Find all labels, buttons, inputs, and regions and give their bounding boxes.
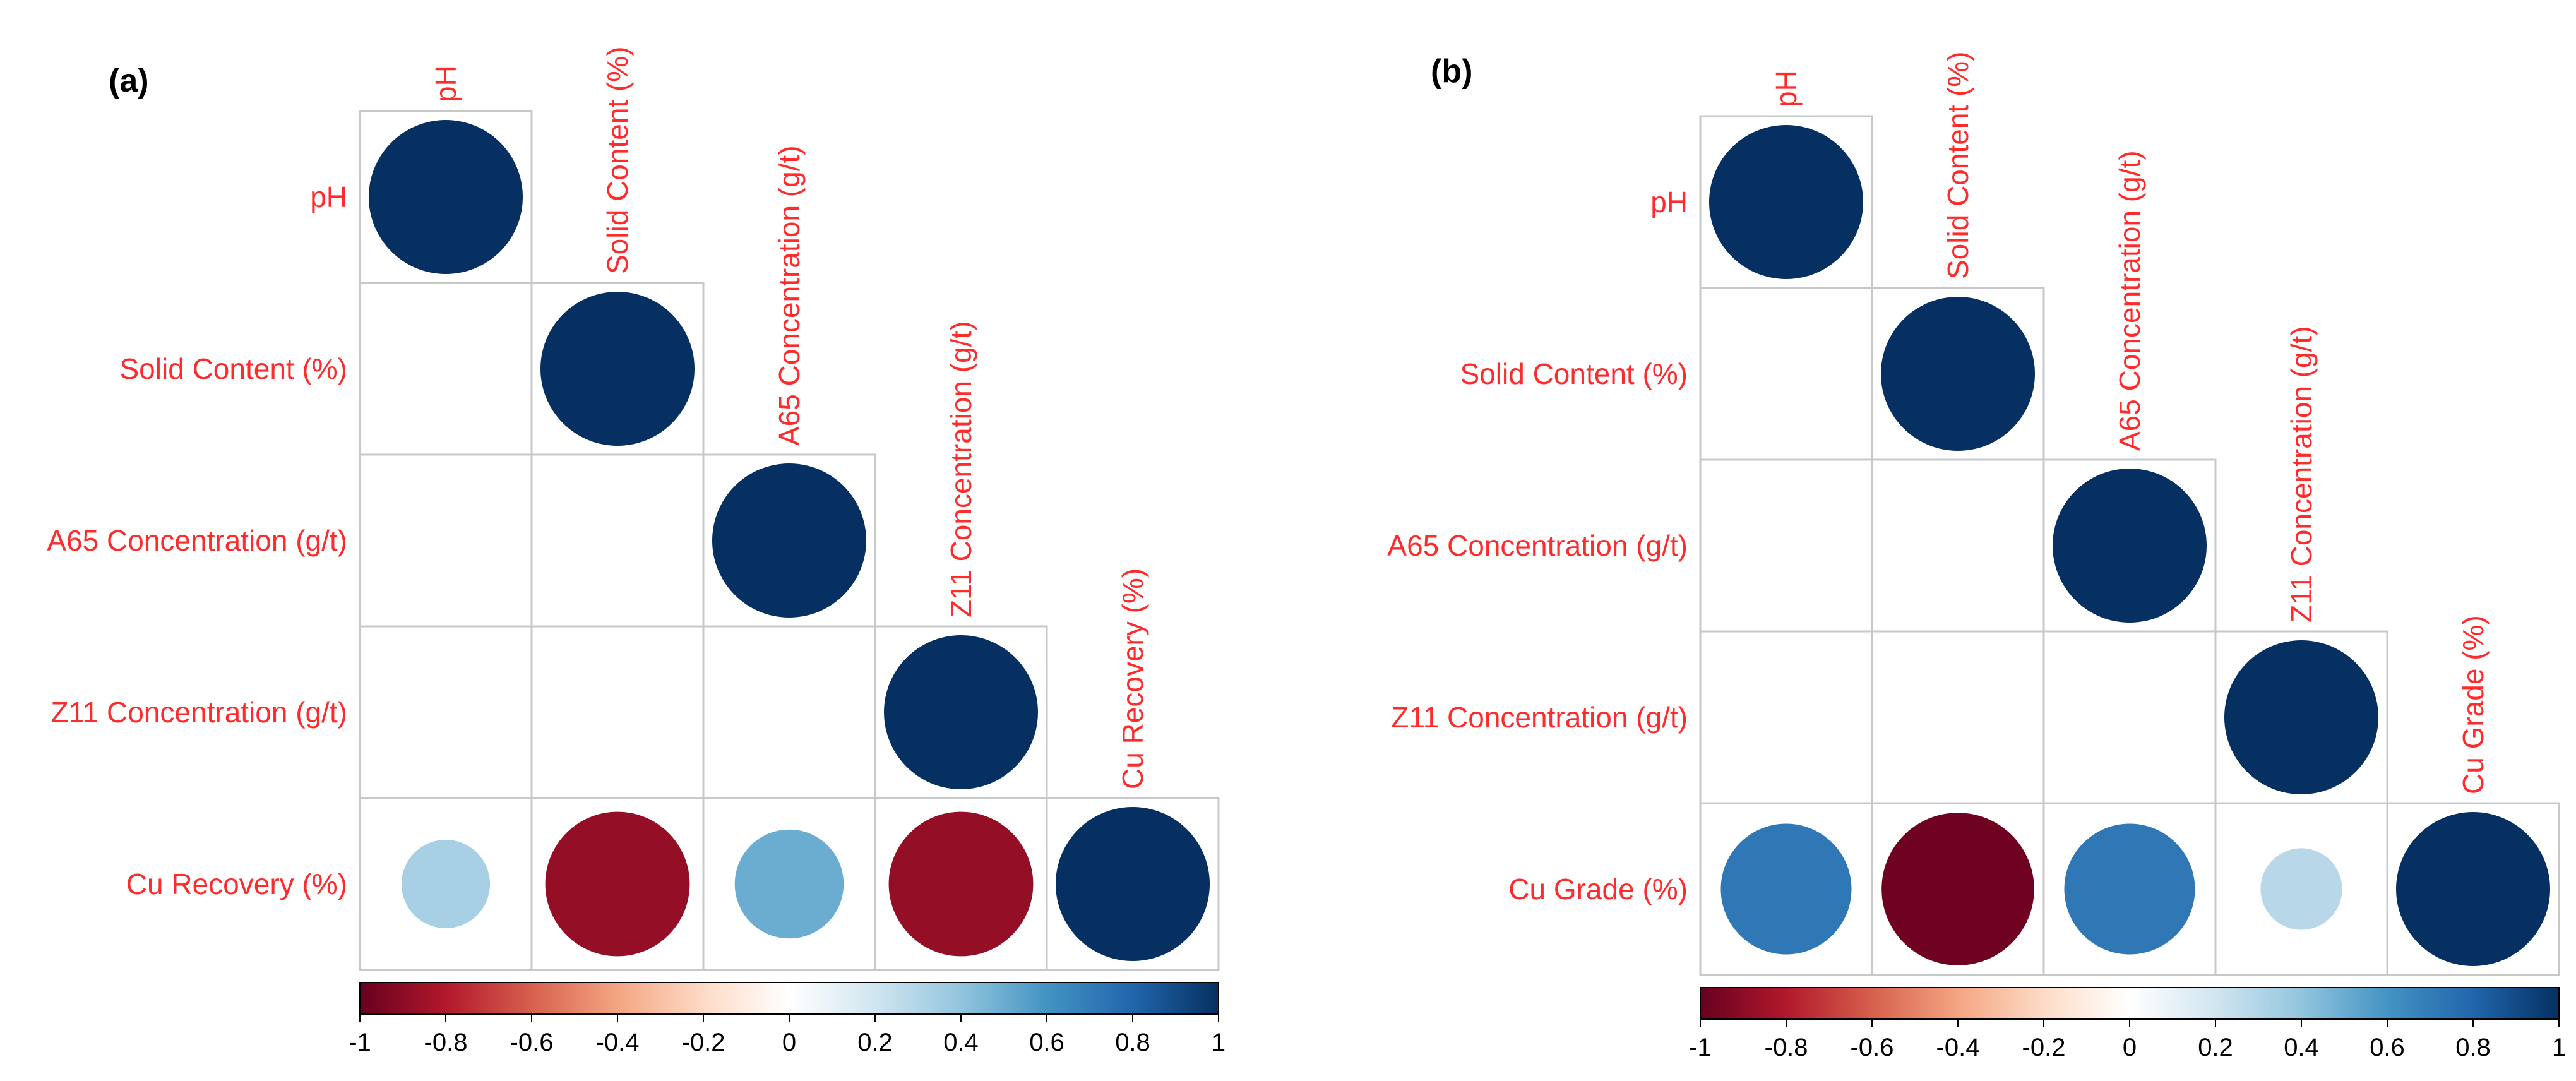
colorbar-tick-label: 0.8: [2455, 1034, 2491, 1061]
cell-z11-concentration-g-t-ph: [1699, 630, 1873, 804]
correlation-circle-cu-grade-a65-concentration-g-t: [2064, 823, 2195, 955]
correlation-circle-ph-ph: [1709, 125, 1863, 279]
row-label-ph: pH: [310, 181, 347, 213]
colorbar-tick-label: -0.8: [1765, 1034, 1808, 1061]
row-label-ph: pH: [1650, 186, 1688, 218]
colorbar-tick-label: 1: [2552, 1034, 2566, 1061]
column-label-ph: pH: [429, 65, 462, 102]
colorbar-tick-label: 0.6: [1029, 1029, 1064, 1056]
column-label-cu-grade: Cu Grade (%): [2457, 615, 2490, 794]
correlation-circle-cu-grade-z11-concentration-g-t: [2260, 848, 2342, 930]
column-label-solid-content: Solid Content (%): [601, 47, 634, 275]
correlation-circle-z11-concentration-g-t-z11-concentration-g-t: [884, 635, 1038, 789]
colorbar-tick-label: 0.8: [1115, 1029, 1150, 1056]
correlation-circle-cu-recovery-z11-concentration-g-t: [888, 811, 1034, 957]
colorbar-tick-label: 0.4: [943, 1029, 979, 1056]
colorbar-tick-label: 0: [2123, 1034, 2137, 1061]
row-label-z11-concentration-g-t: Z11 Concentration (g/t): [51, 696, 347, 729]
cell-z11-concentration-g-t-a65-concentration-g-t: [2042, 630, 2217, 804]
column-label-z11-concentration-g-t: Z11 Concentration (g/t): [2285, 326, 2318, 623]
colorbar-tick-label: 0.2: [2198, 1034, 2233, 1061]
panel-label: (b): [1431, 53, 1472, 90]
row-label-a65-concentration-g-t: A65 Concentration (g/t): [1387, 529, 1688, 562]
row-label-z11-concentration-g-t: Z11 Concentration (g/t): [1391, 701, 1688, 734]
correlation-circle-solid-content-solid-content: [1881, 297, 2035, 451]
colorbar-tick-label: 0.2: [857, 1029, 893, 1056]
column-label-solid-content: Solid Content (%): [1941, 52, 1974, 280]
cell-z11-concentration-g-t-solid-content: [1871, 630, 2045, 804]
correlation-circle-a65-concentration-g-t-a65-concentration-g-t: [712, 463, 866, 618]
cell-solid-content-ph: [1699, 287, 1873, 461]
column-label-cu-recovery: Cu Recovery (%): [1116, 568, 1149, 789]
colorbar-tick-label: -0.6: [1851, 1034, 1894, 1061]
cell-z11-concentration-g-t-ph: [359, 625, 533, 799]
colorbar: [1700, 987, 2560, 1020]
panel-label: (a): [109, 63, 149, 99]
row-label-a65-concentration-g-t: A65 Concentration (g/t): [47, 524, 347, 557]
cell-cu-recovery-cu-recovery: [1046, 797, 1220, 971]
cell-a65-concentration-g-t-ph: [359, 453, 533, 628]
correlation-circle-cu-grade-cu-grade: [2396, 812, 2550, 966]
cell-solid-content-ph: [359, 282, 533, 456]
colorbar-tick-label: 0.6: [2370, 1034, 2405, 1061]
row-label-cu-grade: Cu Grade (%): [1508, 873, 1688, 905]
colorbar-tick-label: 0: [782, 1029, 796, 1056]
colorbar-tick-label: -0.4: [596, 1029, 640, 1056]
row-label-solid-content: Solid Content (%): [1460, 357, 1688, 390]
colorbar-tick-label: -0.6: [510, 1029, 554, 1056]
colorbar-tick-label: 0.4: [2284, 1034, 2319, 1061]
correlation-circle-ph-ph: [369, 120, 523, 274]
colorbar-tick-label: -0.8: [424, 1029, 468, 1056]
colorbar-tick-label: 1: [1212, 1029, 1225, 1056]
colorbar-tick-label: -1: [349, 1029, 371, 1056]
correlation-circle-solid-content-solid-content: [540, 292, 695, 446]
panel-a: (a) pH Solid Content (%) A65 Concentration …: [47, 47, 1225, 1057]
correlation-circle-cu-recovery-ph: [401, 839, 491, 929]
cell-z11-concentration-g-t-a65-concentration-g-t: [702, 625, 876, 799]
row-label-solid-content: Solid Content (%): [120, 352, 348, 385]
correlation-circle-z11-concentration-g-t-z11-concentration-g-t: [2224, 640, 2378, 794]
row-label-cu-recovery: Cu Recovery (%): [126, 868, 347, 900]
correlation-circle-cu-recovery-solid-content: [545, 811, 690, 957]
colorbar-tick-label: -0.4: [1936, 1034, 1980, 1061]
cell-z11-concentration-g-t-solid-content: [530, 625, 705, 799]
correlation-circle-a65-concentration-g-t-a65-concentration-g-t: [2053, 469, 2207, 623]
column-label-a65-concentration-g-t: A65 Concentration (g/t): [773, 145, 806, 446]
correlation-circle-cu-grade-solid-content: [1881, 813, 2034, 965]
correlation-circle-cu-recovery-a65-concentration-g-t: [734, 829, 844, 939]
correlation-circle-cu-recovery-cu-recovery: [1056, 807, 1210, 961]
colorbar-tick-label: -0.2: [682, 1029, 725, 1056]
column-label-a65-concentration-g-t: A65 Concentration (g/t): [2113, 150, 2146, 451]
panel-b: (b) pH Solid Content (%) A65 Concentration …: [1387, 52, 2566, 1062]
correlation-circle-cu-grade-ph: [1720, 823, 1852, 955]
colorbar-tick-label: -0.2: [2022, 1034, 2066, 1061]
colorbar-tick-label: -1: [1689, 1034, 1712, 1061]
column-label-ph: pH: [1770, 70, 1803, 107]
cell-a65-concentration-g-t-solid-content: [530, 453, 705, 628]
column-label-z11-concentration-g-t: Z11 Concentration (g/t): [945, 321, 977, 618]
colorbar: [359, 982, 1219, 1015]
cell-a65-concentration-g-t-ph: [1699, 458, 1873, 633]
cell-a65-concentration-g-t-solid-content: [1871, 458, 2045, 633]
cell-cu-grade-cu-grade: [2386, 802, 2560, 976]
